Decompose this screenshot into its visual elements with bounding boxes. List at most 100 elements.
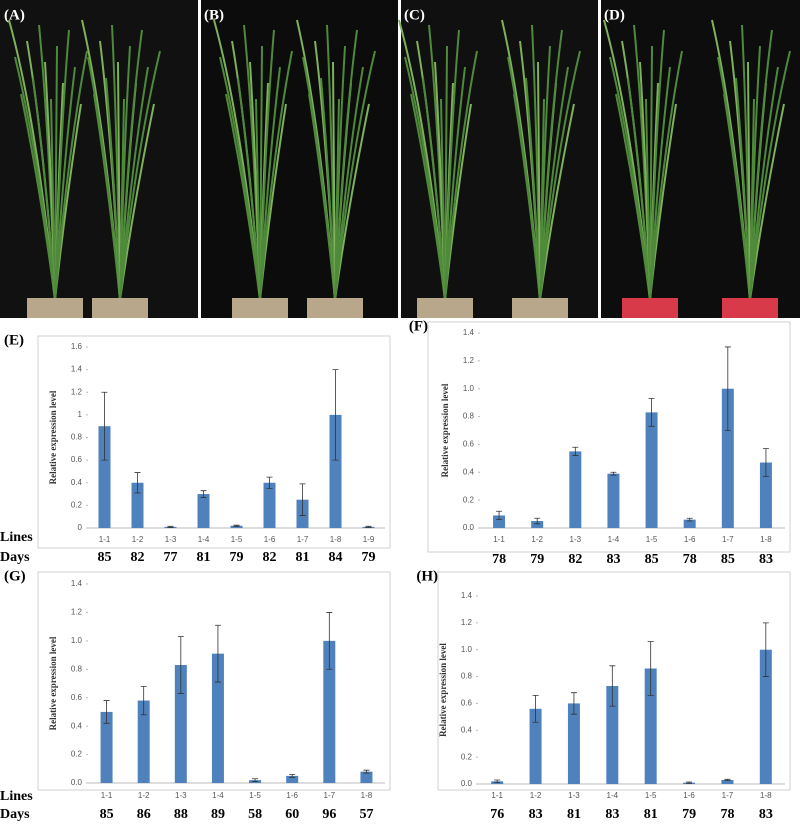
- x-tick-label: 1-6: [264, 535, 276, 544]
- error-bar: [177, 636, 184, 694]
- leaf: [649, 29, 665, 301]
- bar: [759, 462, 772, 528]
- leaf: [749, 29, 773, 301]
- y-tick-label: 0.4: [71, 478, 83, 487]
- x-tick-label: 1-8: [361, 791, 373, 800]
- leaf: [615, 93, 651, 301]
- x-tick-label: 1-3: [570, 535, 582, 544]
- days-value: 79: [530, 552, 544, 567]
- days-value: 78: [492, 552, 506, 567]
- error-bar: [686, 781, 693, 784]
- days-value: 79: [230, 550, 244, 565]
- photo: [201, 0, 398, 318]
- plot-frame: [437, 571, 791, 791]
- y-tick-label: 1.0: [463, 384, 475, 393]
- error-bar: [167, 525, 174, 528]
- error-bar: [609, 665, 616, 707]
- bar: [329, 414, 342, 528]
- days-value: 76: [490, 807, 504, 822]
- days-value: 60: [285, 807, 299, 822]
- x-tick-label: 1-4: [607, 791, 619, 800]
- x-tick-label: 1-1: [493, 535, 505, 544]
- chart-label: (E): [4, 332, 24, 348]
- days-value: 85: [98, 550, 112, 565]
- chart-label: (G): [4, 568, 26, 584]
- bar: [645, 412, 658, 528]
- pot: [512, 298, 568, 318]
- x-tick-label: 1-4: [608, 535, 620, 544]
- days-value: 81: [644, 807, 658, 822]
- days-value: 58: [248, 807, 262, 822]
- days-value: 83: [605, 807, 619, 822]
- x-tick-label: 1-7: [324, 791, 336, 800]
- bar: [721, 388, 734, 528]
- leaf: [749, 50, 791, 301]
- error-bar: [252, 778, 259, 782]
- y-tick-label: 0.0: [461, 779, 473, 788]
- x-tick-label: 1-6: [683, 791, 695, 800]
- y-axis-label: Relative expression level: [48, 636, 58, 730]
- x-tick-label: 1-5: [231, 535, 243, 544]
- leaf: [54, 50, 88, 301]
- x-tick-label: 1-8: [760, 791, 772, 800]
- panel-label: (B): [204, 7, 224, 23]
- error-bar: [724, 778, 731, 782]
- bar: [100, 711, 113, 783]
- y-tick-label: 0.8: [71, 664, 83, 673]
- days-value: 83: [606, 552, 620, 567]
- chart-label: (F): [409, 318, 428, 334]
- bar: [263, 482, 276, 528]
- bar: [644, 668, 657, 784]
- error-bar: [762, 622, 769, 677]
- bar: [531, 521, 544, 528]
- error-bar: [299, 483, 306, 516]
- y-tick-label: 0.2: [463, 495, 475, 504]
- y-tick-label: 0: [78, 523, 83, 532]
- days-value: 77: [164, 550, 178, 565]
- pot: [307, 298, 363, 318]
- error-bar: [724, 346, 731, 431]
- y-tick-label: 0.0: [463, 523, 475, 532]
- y-tick-label: 0.2: [461, 752, 473, 761]
- leaf: [237, 77, 261, 301]
- leaf: [539, 29, 563, 301]
- days-value: 89: [211, 807, 225, 822]
- y-tick-label: 1.2: [463, 356, 475, 365]
- error-bar: [365, 525, 372, 528]
- leaf: [539, 45, 551, 301]
- bar: [567, 703, 580, 784]
- x-tick-label: 1-3: [165, 535, 177, 544]
- error-bar: [647, 641, 654, 696]
- bar: [683, 519, 696, 528]
- bar: [606, 685, 619, 784]
- error-bar: [101, 391, 108, 461]
- days-value: 82: [568, 552, 582, 567]
- bar: [197, 494, 210, 528]
- y-tick-label: 1.2: [461, 618, 473, 627]
- days-value: 78: [683, 552, 697, 567]
- y-tick-label: 0.4: [71, 721, 83, 730]
- leaf: [444, 29, 460, 301]
- days-value: 81: [296, 550, 310, 565]
- days-value: 79: [362, 550, 376, 565]
- leaf: [422, 77, 446, 301]
- panel-label: (C): [404, 7, 425, 23]
- error-bar: [103, 700, 110, 724]
- bar: [360, 771, 373, 783]
- panel-label: (A): [4, 7, 25, 23]
- error-bar: [134, 472, 141, 494]
- days-value: 84: [329, 550, 343, 565]
- y-tick-label: 0.4: [461, 725, 473, 734]
- y-tick-label: 1.6: [71, 342, 83, 351]
- days-value: 79: [682, 807, 696, 822]
- pot: [27, 298, 83, 318]
- days-value: 81: [567, 807, 581, 822]
- y-tick-label: 1.2: [71, 608, 83, 617]
- plants: [8, 19, 791, 318]
- pot: [722, 298, 778, 318]
- days-value: 85: [100, 807, 114, 822]
- leaf: [20, 93, 56, 301]
- x-tick-label: 1-9: [363, 535, 375, 544]
- x-tick-label: 1-4: [198, 535, 210, 544]
- y-tick-label: 0.6: [461, 699, 473, 708]
